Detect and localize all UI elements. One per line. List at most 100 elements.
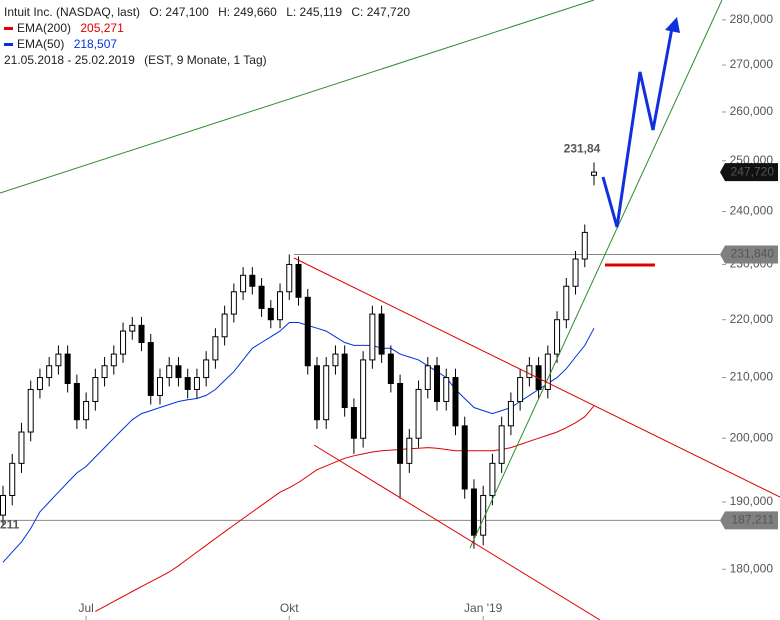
candle-body (120, 330, 127, 355)
candle-body (507, 400, 514, 427)
candle-body (378, 313, 385, 355)
candle-body (387, 353, 394, 384)
ohlc: C: 247,720 (351, 5, 411, 19)
candle-body (369, 313, 376, 361)
candle-body (101, 365, 108, 379)
plot-area: 180,000190,000200,000210,000220,000230,0… (0, 12, 773, 620)
legend-label: EMA(200) (17, 21, 72, 35)
annotation: 231,84 (564, 142, 601, 156)
date-range: 21.05.2018 - 25.02.2019 (4, 53, 135, 67)
trend-line (313, 444, 601, 620)
candle-body (166, 365, 173, 379)
legend-swatch (4, 27, 13, 31)
annotation: 211 (0, 518, 20, 532)
y-tick-label: 200,000 (730, 430, 774, 444)
candle-body (27, 388, 34, 433)
candle-body (350, 407, 357, 439)
legend-row: EMA(200) 205,271 (4, 20, 410, 36)
candle-body (480, 494, 487, 536)
period-note: (EST, 9 Monate, 1 Tag) (144, 53, 267, 67)
candle-body (221, 313, 228, 338)
instrument: Intuit Inc. (NASDAQ, last) (4, 5, 141, 19)
candle-body (83, 400, 90, 421)
y-tick-label: 180,000 (730, 561, 774, 575)
candle-body (323, 365, 330, 421)
candle-body (46, 365, 53, 379)
y-tick-label: 220,000 (730, 312, 774, 326)
candle-body (498, 425, 505, 464)
candle-body (591, 171, 597, 176)
candle-body (434, 365, 441, 402)
price-tag-label: 187,211 (732, 513, 775, 527)
candle-body (193, 377, 200, 390)
ema-line (2, 322, 595, 563)
candle-body (470, 488, 477, 536)
candle-body (341, 353, 348, 409)
candle-body (267, 307, 274, 321)
ohlc: L: 245,119 (286, 5, 343, 19)
price-tag (720, 511, 778, 530)
candle-body (332, 353, 339, 367)
price-tag (720, 245, 778, 264)
y-tick-label: 280,000 (730, 12, 774, 26)
candle-body (147, 342, 154, 396)
candle-body (129, 324, 136, 332)
candle-body (461, 425, 468, 490)
legend-swatch (4, 43, 13, 47)
candle-body (258, 285, 265, 309)
candle-body (544, 353, 551, 390)
x-tick-label: Jan '19 (464, 601, 503, 615)
candle-body (295, 263, 302, 298)
candle-body (277, 291, 284, 321)
candle-body (397, 382, 404, 464)
legend: Intuit Inc. (NASDAQ, last) O: 247,100 H:… (4, 4, 410, 68)
candle-body (92, 377, 99, 402)
candle-body (212, 336, 219, 361)
candle-body (554, 319, 561, 355)
y-tick-label: 240,000 (730, 204, 774, 218)
candle-body (203, 359, 210, 379)
price-tag-label: 247,720 (731, 164, 775, 178)
candle-body (240, 274, 247, 293)
candle-body (526, 365, 533, 379)
legend-value: 205,271 (80, 21, 124, 35)
candle-body (249, 274, 256, 287)
candle-body (424, 365, 431, 390)
y-tick-label: 260,000 (730, 104, 774, 118)
legend-value: 218,507 (73, 37, 118, 51)
x-tick-label: Jul (78, 601, 93, 615)
candle-body (156, 377, 163, 396)
trend-line (293, 257, 780, 498)
candle-body (230, 291, 237, 315)
candle-body (517, 377, 524, 402)
y-tick-label: 210,000 (730, 370, 774, 384)
legend-row: Intuit Inc. (NASDAQ, last) O: 247,100 H:… (4, 4, 410, 20)
legend-label: EMA(50) (17, 37, 65, 51)
candle-body (304, 296, 311, 367)
candle-body (572, 258, 579, 287)
candle-body (73, 382, 80, 421)
candle-body (415, 388, 422, 439)
candle-body (360, 359, 367, 439)
candle-body (563, 285, 570, 321)
candle-body (406, 437, 413, 464)
legend-row: 21.05.2018 - 25.02.2019 (EST, 9 Monate, … (4, 52, 410, 68)
ohlc: H: 249,660 (218, 5, 277, 19)
candle-body (9, 462, 16, 496)
price-tag-label: 231,840 (731, 247, 775, 261)
candle-body (452, 377, 459, 427)
candle-body (55, 353, 62, 367)
trend-line (469, 0, 723, 549)
arrow-head (665, 17, 680, 33)
candle-body (110, 353, 117, 367)
x-tick-label: Okt (280, 601, 299, 615)
candle-body (313, 365, 320, 421)
candle-body (443, 377, 450, 402)
projection-arrow (601, 27, 674, 228)
candle-body (18, 431, 25, 464)
ema-line (95, 405, 595, 612)
candle-body (64, 353, 71, 384)
candle-body (581, 231, 588, 260)
y-tick-label: 190,000 (730, 494, 774, 508)
